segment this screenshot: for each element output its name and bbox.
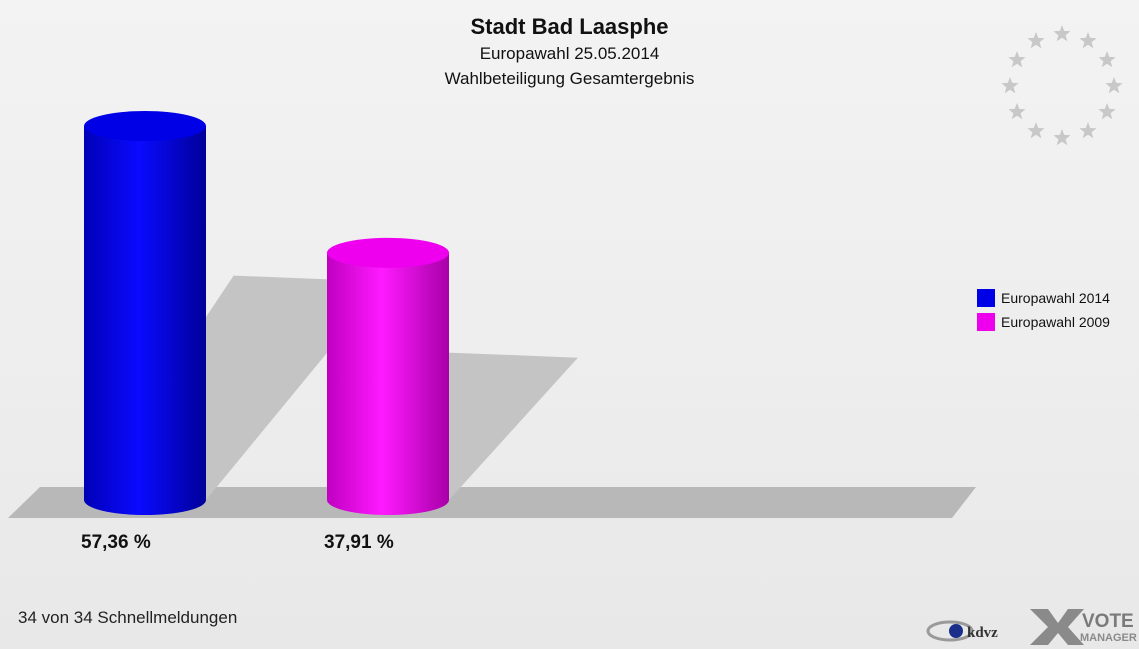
star-icon — [1027, 122, 1045, 139]
kdvz-swoosh-icon — [926, 620, 974, 642]
logo-brand-kdvz: kdvz — [967, 625, 998, 641]
star-icon — [1079, 122, 1097, 139]
eu-stars-icon — [1001, 25, 1123, 146]
chart-floor — [8, 487, 976, 518]
chart-subtitle-2: Wahlbeteiligung Gesamtergebnis — [444, 69, 695, 88]
value-label-europawahl-2014: 57,36 % — [81, 532, 151, 553]
legend-label-2009: Europawahl 2009 — [1001, 314, 1110, 330]
status-text: 34 von 34 Schnellmeldungen — [18, 608, 238, 627]
kdvz-dot-icon — [949, 624, 963, 638]
bar-europawahl-2014 — [84, 111, 206, 515]
logo-brand-vote: VOTE — [1082, 611, 1134, 632]
legend-item-europawahl-2009: Europawahl 2009 — [977, 313, 1110, 331]
bar-body-1 — [327, 252, 449, 515]
bar-top-0 — [84, 111, 206, 141]
star-icon — [1105, 77, 1123, 94]
legend-swatch-2014 — [977, 289, 995, 307]
legend-swatch-2009 — [977, 313, 995, 331]
vote-x-icon — [1030, 609, 1084, 645]
star-icon — [1053, 25, 1071, 42]
star-icon — [1079, 32, 1097, 49]
star-icon — [1008, 103, 1026, 120]
star-icon — [1001, 77, 1019, 94]
star-icon — [1053, 129, 1071, 146]
chart-subtitle: Europawahl 25.05.2014 — [479, 44, 660, 63]
star-icon — [1098, 51, 1116, 68]
legend-item-europawahl-2014: Europawahl 2014 — [977, 289, 1110, 307]
bar-europawahl-2009 — [327, 237, 449, 515]
logo-brand-manager: MANAGER — [1080, 632, 1137, 644]
star-icon — [1008, 51, 1026, 68]
legend-label-2014: Europawahl 2014 — [1001, 290, 1110, 306]
star-icon — [1027, 32, 1045, 49]
star-icon — [1098, 103, 1116, 120]
chart-title: Stadt Bad Laasphe — [470, 14, 669, 39]
bar-top-1 — [327, 237, 449, 268]
vote-manager-logo: kdvz VOTE MANAGER — [926, 609, 1137, 645]
bar-body-0 — [84, 126, 206, 515]
value-label-europawahl-2009: 37,91 % — [324, 532, 394, 553]
